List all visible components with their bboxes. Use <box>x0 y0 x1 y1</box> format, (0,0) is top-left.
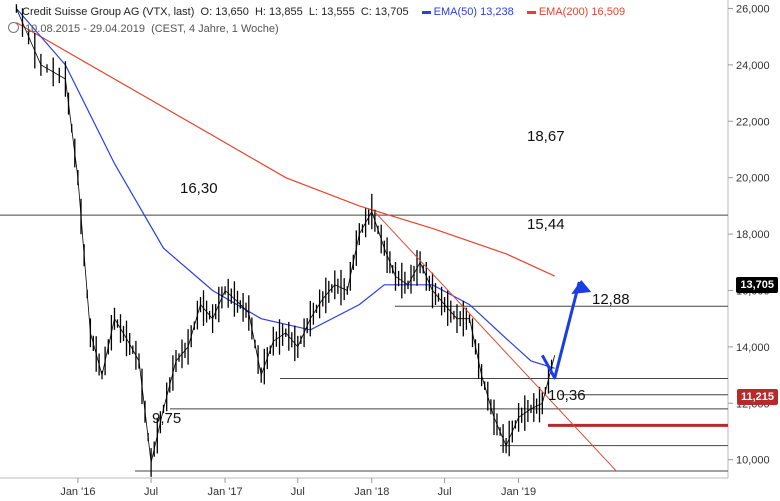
date-range: 10.08.2015 - 29.04.2019 <box>25 23 145 35</box>
x-tick-label: Jan '16 <box>60 486 95 498</box>
projection-arrow <box>540 281 581 380</box>
price-line <box>16 8 556 463</box>
high-label: H: <box>254 6 266 18</box>
y-tick-label: 18,000 <box>736 229 770 241</box>
last-price-tag: 13,705 <box>736 277 778 293</box>
y-tick-label: 10,000 <box>736 455 770 467</box>
ema200-line <box>16 22 555 277</box>
open-value: 13,650 <box>215 6 249 18</box>
ema50-label: EMA(50) <box>433 6 478 18</box>
x-tick-label: Jul <box>144 486 158 498</box>
y-tick-label: 14,000 <box>736 342 770 354</box>
close-label: C: <box>360 6 372 18</box>
level-label: 10,36 <box>548 387 586 404</box>
ema200-swatch <box>526 10 536 14</box>
y-tick-label: 24,000 <box>736 60 770 72</box>
y-tick-label: 20,000 <box>736 173 770 185</box>
level-label: 16,30 <box>180 180 218 197</box>
open-label: O: <box>200 6 213 18</box>
ema50-swatch <box>421 10 431 14</box>
header-row-2: 10.08.2015 - 29.04.2019 (CEST, 4 Jahre, … <box>8 22 279 35</box>
low-label: L: <box>308 6 319 18</box>
level-label: 12,88 <box>592 291 630 308</box>
y-tick-label: 26,000 <box>736 3 770 15</box>
ema50-value: 13,238 <box>480 6 514 18</box>
level-label: 18,67 <box>527 128 565 145</box>
level-label: 15,44 <box>527 216 565 233</box>
x-tick-label: Jul <box>291 486 305 498</box>
x-tick-label: Jan '17 <box>207 486 242 498</box>
ema200-label: EMA(200) <box>538 6 589 18</box>
x-tick-label: Jan '18 <box>354 486 389 498</box>
chart-title: Credit Suisse Group AG (VTX, last) <box>22 6 195 18</box>
level-label: 9,75 <box>152 410 181 427</box>
resistance-trend-line <box>371 208 617 472</box>
period-info: (CEST, 4 Jahre, 1 Woche) <box>151 23 279 35</box>
y-tick-label: 22,000 <box>736 116 770 128</box>
ema200-value: 16,509 <box>591 6 626 18</box>
low-value: 13,555 <box>321 6 355 18</box>
header-row-1: Credit Suisse Group AG (VTX, last) O: 13… <box>22 6 625 18</box>
projection-arrow-head <box>571 280 592 295</box>
price-bars <box>15 4 553 477</box>
x-tick-label: Jul <box>438 486 452 498</box>
clock-icon <box>8 22 19 33</box>
level-11215-tag: 11,215 <box>736 389 778 405</box>
close-value: 13,705 <box>374 6 409 18</box>
high-value: 13,855 <box>269 6 303 18</box>
ema50-line <box>15 8 555 369</box>
x-tick-label: Jan '19 <box>501 486 536 498</box>
